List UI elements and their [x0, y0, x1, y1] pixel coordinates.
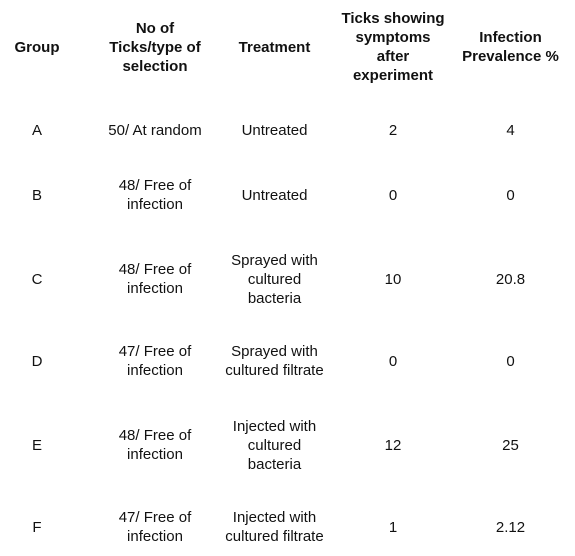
cell-ticks-selection: 48/ Free of infection — [118, 261, 192, 297]
cell-infection-prevalence: 0 — [506, 186, 515, 204]
cell-ticks-symptoms: 0 — [388, 352, 398, 370]
header-ticks-selection: No of Ticks/type of selection — [109, 19, 201, 75]
cell-infection-prevalence: 4 — [506, 121, 515, 139]
table-row: B 48/ Free of infection Untreated 0 0 — [0, 174, 575, 216]
cell-treatment: Injected with cultured bacteria — [232, 417, 317, 473]
cell-ticks-symptoms: 0 — [388, 186, 398, 204]
header-treatment: Treatment — [238, 38, 311, 56]
table-row: C 48/ Free of infection Sprayed with cul… — [0, 248, 575, 310]
table-row: D 47/ Free of infection Sprayed with cul… — [0, 340, 575, 382]
cell-ticks-selection: 50/ At random — [108, 121, 202, 139]
table-row: E 48/ Free of infection Injected with cu… — [0, 414, 575, 476]
table-header-row: Group No of Ticks/type of selection Trea… — [0, 8, 575, 86]
cell-ticks-selection: 48/ Free of infection — [118, 427, 192, 463]
cell-treatment: Sprayed with cultured filtrate — [225, 343, 324, 379]
cell-group: F — [32, 518, 42, 536]
cell-treatment: Injected with cultured filtrate — [225, 509, 324, 545]
table-row: A 50/ At random Untreated 2 4 — [0, 118, 575, 142]
cell-ticks-selection: 47/ Free of infection — [118, 509, 192, 545]
cell-group: A — [31, 121, 42, 139]
cell-group: B — [31, 186, 42, 204]
cell-ticks-selection: 48/ Free of infection — [118, 177, 192, 213]
cell-ticks-symptoms: 2 — [388, 121, 398, 139]
cell-ticks-symptoms: 10 — [384, 270, 402, 288]
cell-ticks-selection: 47/ Free of infection — [118, 343, 192, 379]
cell-ticks-symptoms: 12 — [384, 436, 402, 454]
cell-group: D — [31, 352, 43, 370]
cell-group: C — [31, 270, 43, 288]
cell-treatment: Sprayed with cultured bacteria — [231, 251, 318, 307]
header-group: Group — [14, 38, 60, 56]
table-row: F 47/ Free of infection Injected with cu… — [0, 506, 575, 548]
header-infection-prevalence: Infection Prevalence % — [462, 29, 559, 65]
cell-ticks-symptoms: 1 — [388, 518, 398, 536]
cell-treatment: Untreated — [241, 121, 308, 139]
header-ticks-symptoms: Ticks showing symptoms after experiment — [341, 10, 445, 84]
cell-infection-prevalence: 25 — [502, 436, 519, 454]
cell-infection-prevalence: 2.12 — [495, 518, 526, 536]
cell-treatment: Untreated — [241, 186, 308, 204]
cell-group: E — [31, 436, 42, 454]
cell-infection-prevalence: 20.8 — [495, 270, 526, 288]
cell-infection-prevalence: 0 — [506, 352, 515, 370]
